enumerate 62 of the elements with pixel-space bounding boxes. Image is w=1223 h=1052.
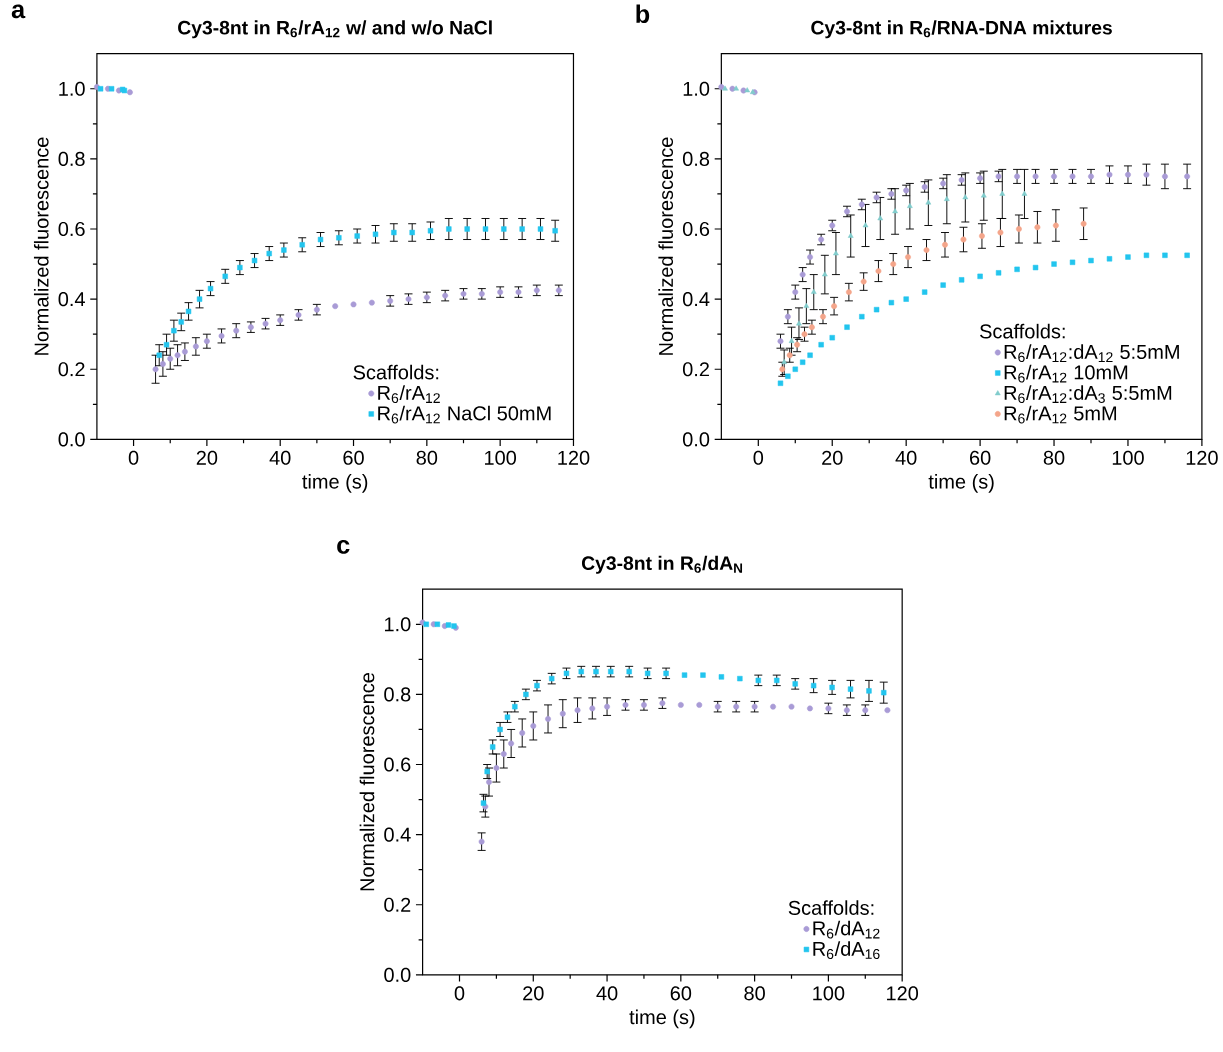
y-tick-label: 0.6 [682, 222, 710, 237]
legend-label: R$_{6}$/rA$_{12}$ 10mM [1004, 364, 1128, 383]
x-axis-title: time (s) [928, 474, 994, 493]
legend-label: R$_{6}$/rA$_{12}$ 5mM [1004, 405, 1117, 424]
x-tick-label: 0 [454, 986, 465, 1001]
y-tick-label: 0.4 [682, 292, 710, 307]
x-tick-label: 120 [1186, 450, 1218, 465]
y-tick-label: 1.0 [384, 617, 411, 632]
legend-label: R$_{6}$/dA$_{12}$ [813, 920, 880, 939]
y-tick-label: 0.4 [58, 292, 85, 307]
x-tick-label: 100 [813, 986, 845, 1001]
legend-label: R$_{6}$/rA$_{12}$:dA$_{3}$ 5:5mM [1004, 385, 1172, 404]
y-tick-label: 1.0 [59, 81, 85, 96]
text: b [636, 4, 650, 24]
y-axis-title: Normalized fluorescence [359, 673, 375, 891]
x-tick-label: 100 [485, 450, 517, 465]
text: a [11, 4, 26, 19]
y-tick-label: 0.6 [384, 757, 411, 772]
x-axis-title: time (s) [629, 1009, 695, 1029]
x-tick-label: 120 [558, 450, 590, 465]
x-tick-label: 60 [670, 986, 692, 1001]
y-tick-label: 0.6 [58, 222, 85, 237]
x-tick-label: 80 [1043, 450, 1065, 465]
y-tick-label: 0.8 [682, 151, 710, 167]
y-axis-title: Normalized fluorescence [33, 137, 49, 355]
y-tick-label: 0.0 [384, 967, 411, 983]
chart-title: Cy3-8nt in R$_{6}$/rA$_{12}$ w/ and w/o NaCl [178, 20, 492, 39]
legend-title: Scaffolds: [788, 900, 874, 916]
legend-label: R$_{6}$/dA$_{16}$ [813, 941, 880, 960]
text: c [337, 540, 350, 554]
x-tick-label: 20 [523, 986, 544, 1001]
chart-title: Cy3-8nt in R$_{6}$/dA$_{N}$ [581, 555, 743, 574]
legend-title: Scaffolds: [980, 323, 1065, 339]
legend-title: Scaffolds: [353, 364, 439, 380]
y-tick-label: 0.2 [682, 362, 709, 377]
y-tick-label: 0.8 [58, 151, 85, 167]
y-tick-label: 0.0 [682, 432, 710, 447]
y-axis-title: Normalized fluorescence [658, 137, 674, 355]
x-tick-label: 80 [416, 450, 438, 465]
x-tick-label: 80 [744, 986, 765, 1001]
x-tick-label: 0 [753, 450, 764, 465]
x-tick-label: 120 [887, 986, 919, 1001]
x-tick-label: 100 [1112, 450, 1144, 465]
legend-label: R$_{6}$/rA$_{12}$ NaCl 50mM [378, 405, 551, 424]
legend-label: R$_{6}$/rA$_{12}$:dA$_{12}$ 5:5mM [1004, 344, 1179, 363]
legend-label: R$_{6}$/rA$_{12}$ [378, 385, 440, 404]
x-tick-label: 20 [822, 450, 843, 465]
chart-title: Cy3-8nt in R$_{6}$/RNA-DNA mixtures [811, 20, 1112, 39]
x-tick-label: 40 [596, 986, 618, 1001]
x-tick-label: 20 [196, 450, 218, 465]
y-tick-label: 0.8 [384, 687, 411, 702]
x-axis-title: time (s) [302, 474, 368, 493]
x-tick-label: 60 [343, 450, 364, 465]
x-tick-label: 60 [970, 450, 991, 465]
y-tick-label: 0.2 [384, 897, 411, 912]
y-tick-label: 0.0 [58, 432, 85, 447]
y-tick-label: 1.0 [683, 81, 710, 96]
x-tick-label: 0 [128, 450, 139, 465]
x-tick-label: 40 [895, 450, 917, 465]
y-tick-label: 0.2 [58, 362, 85, 377]
x-tick-label: 40 [269, 450, 291, 465]
y-tick-label: 0.4 [384, 827, 411, 842]
